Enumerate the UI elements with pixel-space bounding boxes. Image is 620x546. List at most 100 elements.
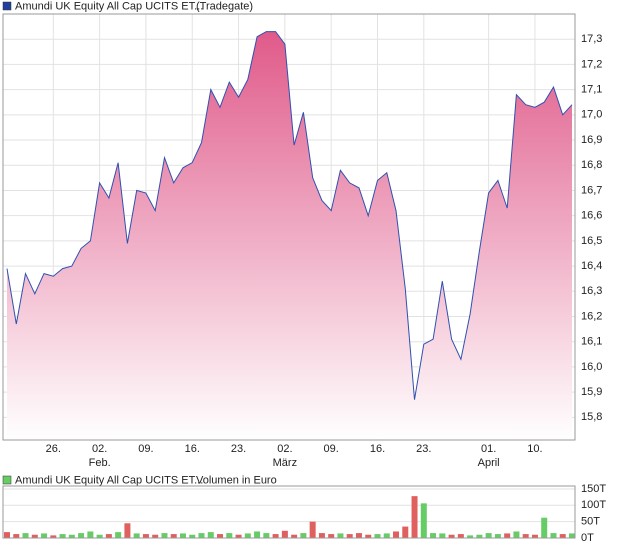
x-tick-label: 23. bbox=[416, 443, 431, 455]
volume-bar bbox=[124, 523, 131, 538]
legend-swatch bbox=[2, 475, 12, 485]
volume-bar bbox=[207, 532, 214, 538]
volume-bar bbox=[272, 534, 279, 538]
legend-label: Amundi UK Equity All Cap UCITS ET... bbox=[15, 474, 203, 486]
volume-bar bbox=[179, 533, 186, 538]
volume-bar bbox=[198, 533, 205, 538]
y-tick-label: 17,2 bbox=[581, 58, 602, 70]
volume-bar bbox=[531, 534, 538, 538]
volume-bar bbox=[142, 534, 149, 538]
volume-bar bbox=[22, 533, 29, 538]
volume-bar bbox=[87, 531, 94, 538]
volume-bar bbox=[189, 534, 196, 538]
volume-bar bbox=[254, 531, 261, 538]
volume-bar bbox=[504, 533, 511, 538]
y-tick-label: 16,1 bbox=[581, 336, 602, 348]
x-tick-label: 02. bbox=[277, 443, 292, 455]
volume-bar bbox=[541, 517, 548, 538]
y-tick-label: 16,2 bbox=[581, 310, 602, 322]
y-tick-label: 16,7 bbox=[581, 184, 602, 196]
month-label: März bbox=[273, 457, 297, 469]
month-label: April bbox=[478, 457, 500, 469]
volume-bar bbox=[476, 534, 483, 538]
y-tick-label: 16,5 bbox=[581, 235, 602, 247]
volume-bar bbox=[13, 534, 20, 538]
volume-bar bbox=[170, 534, 177, 538]
volume-bar bbox=[550, 533, 557, 538]
volume-bar bbox=[41, 533, 48, 538]
volume-bar bbox=[281, 530, 288, 538]
volume-bar bbox=[31, 534, 38, 538]
x-tick-label: 09. bbox=[138, 443, 153, 455]
volume-bar bbox=[393, 531, 400, 538]
legend-subtitle: Volumen in Euro bbox=[196, 474, 277, 486]
volume-border bbox=[2, 485, 576, 539]
volume-bar bbox=[513, 531, 520, 538]
volume-bar bbox=[383, 533, 390, 538]
volume-bar bbox=[467, 535, 474, 538]
volume-bar bbox=[346, 534, 353, 538]
volume-bar bbox=[402, 526, 409, 538]
y-tick-label: 16,9 bbox=[581, 134, 602, 146]
volume-bar bbox=[4, 532, 10, 538]
volume-bar bbox=[494, 534, 501, 538]
volume-bar bbox=[133, 533, 140, 538]
volume-bar bbox=[244, 533, 251, 538]
y-tick-label: 16,8 bbox=[581, 159, 602, 171]
volume-bar bbox=[559, 534, 566, 538]
x-tick-label: 16. bbox=[185, 443, 200, 455]
volume-bar bbox=[115, 532, 122, 538]
x-tick-label: 16. bbox=[370, 443, 385, 455]
volume-bar bbox=[485, 533, 492, 538]
legend-source: (Tradegate) bbox=[196, 0, 253, 12]
y-tick-label: 17,3 bbox=[581, 33, 602, 45]
y-tick-label: 0T bbox=[581, 532, 594, 544]
volume-bar bbox=[365, 534, 372, 538]
volume-bar bbox=[217, 534, 224, 538]
volume-bar bbox=[161, 533, 168, 538]
y-tick-label: 16,6 bbox=[581, 210, 602, 222]
y-tick-label: 16,3 bbox=[581, 285, 602, 297]
volume-bar bbox=[68, 534, 75, 538]
legend-swatch bbox=[2, 1, 12, 11]
area bbox=[7, 31, 572, 440]
volume-bar bbox=[300, 533, 307, 538]
x-tick-label: 23. bbox=[231, 443, 246, 455]
x-tick-label: 02. bbox=[92, 443, 107, 455]
volume-bar bbox=[374, 534, 381, 538]
volume-bar bbox=[328, 534, 335, 538]
y-tick-label: 17,1 bbox=[581, 84, 602, 96]
month-label: Feb. bbox=[89, 457, 111, 469]
volume-bar bbox=[355, 533, 362, 538]
price-line bbox=[6, 31, 573, 400]
y-tick-label: 17,0 bbox=[581, 109, 602, 121]
volume-bar bbox=[420, 503, 427, 538]
volume-bar bbox=[78, 533, 85, 538]
x-tick-label: 01. bbox=[481, 443, 496, 455]
volume-bar bbox=[522, 534, 529, 538]
volume-bar bbox=[439, 533, 446, 538]
volume-bar bbox=[263, 533, 270, 538]
y-tick-label: 50T bbox=[581, 516, 600, 528]
y-tick-label: 15,8 bbox=[581, 411, 602, 423]
volume-bar bbox=[318, 533, 325, 538]
volume-bar bbox=[50, 535, 57, 538]
y-tick-label: 16,0 bbox=[581, 361, 602, 373]
y-tick-label: 16,4 bbox=[581, 260, 602, 272]
y-tick-label: 150T bbox=[581, 483, 606, 495]
volume-bar bbox=[457, 534, 464, 538]
volume-bar bbox=[235, 534, 242, 538]
volume-bar bbox=[430, 533, 437, 538]
volume-bar bbox=[105, 534, 112, 538]
volume-frame bbox=[2, 485, 576, 539]
volume-bar bbox=[291, 534, 298, 538]
x-tick-label: 09. bbox=[324, 443, 339, 455]
volume-bar bbox=[569, 533, 575, 538]
volume-bar bbox=[96, 534, 103, 538]
y-tick-label: 15,9 bbox=[581, 386, 602, 398]
y-tick-label: 100T bbox=[581, 499, 606, 511]
volume-bar bbox=[152, 534, 159, 538]
volume-bar bbox=[448, 534, 455, 538]
x-tick-label: 26. bbox=[46, 443, 61, 455]
